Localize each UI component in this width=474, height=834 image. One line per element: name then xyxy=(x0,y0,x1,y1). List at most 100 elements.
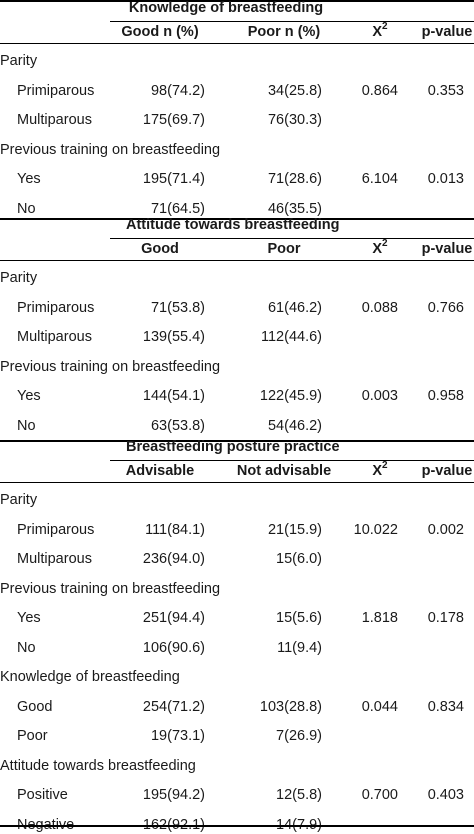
column-header-2: Poor n (%) xyxy=(247,24,321,40)
chi-symbol: X xyxy=(372,463,383,479)
group-label: Parity xyxy=(0,53,38,69)
row-label: Yes xyxy=(17,171,41,187)
cell-value-2: 15(6.0) xyxy=(276,551,322,567)
group-label: Previous training on breastfeeding xyxy=(0,358,221,375)
section-top-rule xyxy=(0,218,474,220)
cell-value-2: 12(5.8) xyxy=(276,787,322,803)
chi-superscript: 2 xyxy=(382,238,388,250)
cell-p-value: 0.002 xyxy=(427,521,464,538)
cell-value-1: 111(84.1) xyxy=(145,521,205,538)
column-header-2: Not advisable xyxy=(236,463,332,479)
cell-p-value: 0.178 xyxy=(427,610,464,626)
cell-value-1: 98(74.2) xyxy=(150,82,205,99)
row-label: Yes xyxy=(17,388,41,404)
column-header-1: Good xyxy=(141,241,179,257)
row-label: Multiparous xyxy=(17,112,92,128)
column-header-chi-square: X2 xyxy=(280,238,474,258)
cell-value-1: 19(73.1) xyxy=(150,728,205,744)
table-bottom-rule xyxy=(0,825,474,827)
header-underline xyxy=(0,260,474,261)
cell-chi-square: 10.022 xyxy=(353,521,398,538)
column-header-chi-square: X2 xyxy=(280,21,474,41)
group-label: Attitude towards breastfeeding xyxy=(0,757,196,774)
cell-value-1: 71(53.8) xyxy=(150,299,205,316)
cell-value-2: 21(15.9) xyxy=(267,521,322,538)
column-header-p-value: p-value xyxy=(421,241,473,257)
group-label: Knowledge of breastfeeding xyxy=(0,669,180,685)
row-label: Positive xyxy=(17,787,68,803)
cell-chi-square: 1.818 xyxy=(361,610,398,626)
cell-value-2: 7(26.9) xyxy=(276,728,322,744)
cell-value-1: 195(94.2) xyxy=(142,787,205,803)
cell-value-1: 71(64.5) xyxy=(150,200,205,217)
section-title: Knowledge of breastfeeding xyxy=(128,0,324,16)
cell-value-1: 251(94.4) xyxy=(142,610,205,626)
section-top-rule xyxy=(0,0,474,2)
chi-superscript: 2 xyxy=(382,460,388,472)
cell-chi-square: 6.104 xyxy=(361,171,398,187)
cell-chi-square: 0.088 xyxy=(361,299,398,316)
chi-superscript: 2 xyxy=(382,21,388,33)
section-title: Breastfeeding posture practice xyxy=(126,439,340,455)
cell-value-2: 122(45.9) xyxy=(259,388,322,404)
group-label: Previous training on breastfeeding xyxy=(0,580,221,597)
column-header-2: Poor xyxy=(267,241,301,257)
cell-value-1: 106(90.6) xyxy=(142,639,205,656)
cell-value-1: 236(94.0) xyxy=(142,551,205,567)
cell-value-2: 61(46.2) xyxy=(267,299,322,316)
cell-value-2: 71(28.6) xyxy=(267,171,322,187)
cell-p-value: 0.958 xyxy=(427,388,464,404)
cell-p-value: 0.834 xyxy=(427,698,464,715)
section-top-rule xyxy=(0,440,474,442)
cell-value-1: 254(71.2) xyxy=(142,698,205,715)
row-label: Primiparous xyxy=(17,521,95,538)
header-underline xyxy=(0,482,474,483)
group-label: Parity xyxy=(0,270,38,286)
column-header-1: Good n (%) xyxy=(121,24,199,40)
cell-value-2: 15(5.6) xyxy=(276,610,322,626)
cell-chi-square: 0.044 xyxy=(361,698,398,715)
title-underline xyxy=(110,238,474,239)
cell-value-2: 112(44.6) xyxy=(261,329,322,345)
cell-chi-square: 0.700 xyxy=(361,787,398,803)
row-label: No xyxy=(17,417,36,434)
header-underline xyxy=(0,43,474,44)
title-underline xyxy=(110,21,474,22)
row-label: Poor xyxy=(17,728,48,744)
column-header-p-value: p-value xyxy=(421,463,473,479)
row-label: No xyxy=(17,639,36,656)
chi-symbol: X xyxy=(372,24,383,40)
group-label: Previous training on breastfeeding xyxy=(0,141,221,158)
row-label: Primiparous xyxy=(17,299,95,316)
cell-value-2: 54(46.2) xyxy=(267,417,322,434)
cell-value-1: 63(53.8) xyxy=(150,417,205,434)
column-header-p-value: p-value xyxy=(421,24,473,40)
cell-value-2: 11(9.4) xyxy=(277,639,322,656)
title-underline xyxy=(110,460,474,461)
cell-value-2: 46(35.5) xyxy=(267,200,322,217)
chi-symbol: X xyxy=(372,241,383,257)
cell-value-1: 195(71.4) xyxy=(142,171,205,187)
row-label: No xyxy=(17,200,36,217)
cell-value-1: 144(54.1) xyxy=(142,388,205,404)
cell-value-2: 34(25.8) xyxy=(267,82,322,99)
section-title: Attitude towards breastfeeding xyxy=(126,217,340,233)
cell-p-value: 0.353 xyxy=(427,82,464,99)
cell-value-1: 139(55.4) xyxy=(142,329,205,345)
column-header-1: Advisable xyxy=(125,463,195,479)
row-label: Primiparous xyxy=(17,82,95,99)
cell-p-value: 0.766 xyxy=(427,299,464,316)
row-label: Multiparous xyxy=(17,551,92,567)
column-header-chi-square: X2 xyxy=(280,460,474,480)
cell-chi-square: 0.864 xyxy=(361,82,398,99)
cell-p-value: 0.403 xyxy=(427,787,464,803)
row-label: Multiparous xyxy=(17,329,92,345)
cell-value-2: 76(30.3) xyxy=(267,112,322,128)
row-label: Yes xyxy=(17,610,41,626)
cell-value-2: 103(28.8) xyxy=(259,698,322,715)
row-label: Good xyxy=(17,698,53,715)
cell-chi-square: 0.003 xyxy=(361,388,398,404)
cell-p-value: 0.013 xyxy=(427,171,464,187)
group-label: Parity xyxy=(0,492,38,508)
